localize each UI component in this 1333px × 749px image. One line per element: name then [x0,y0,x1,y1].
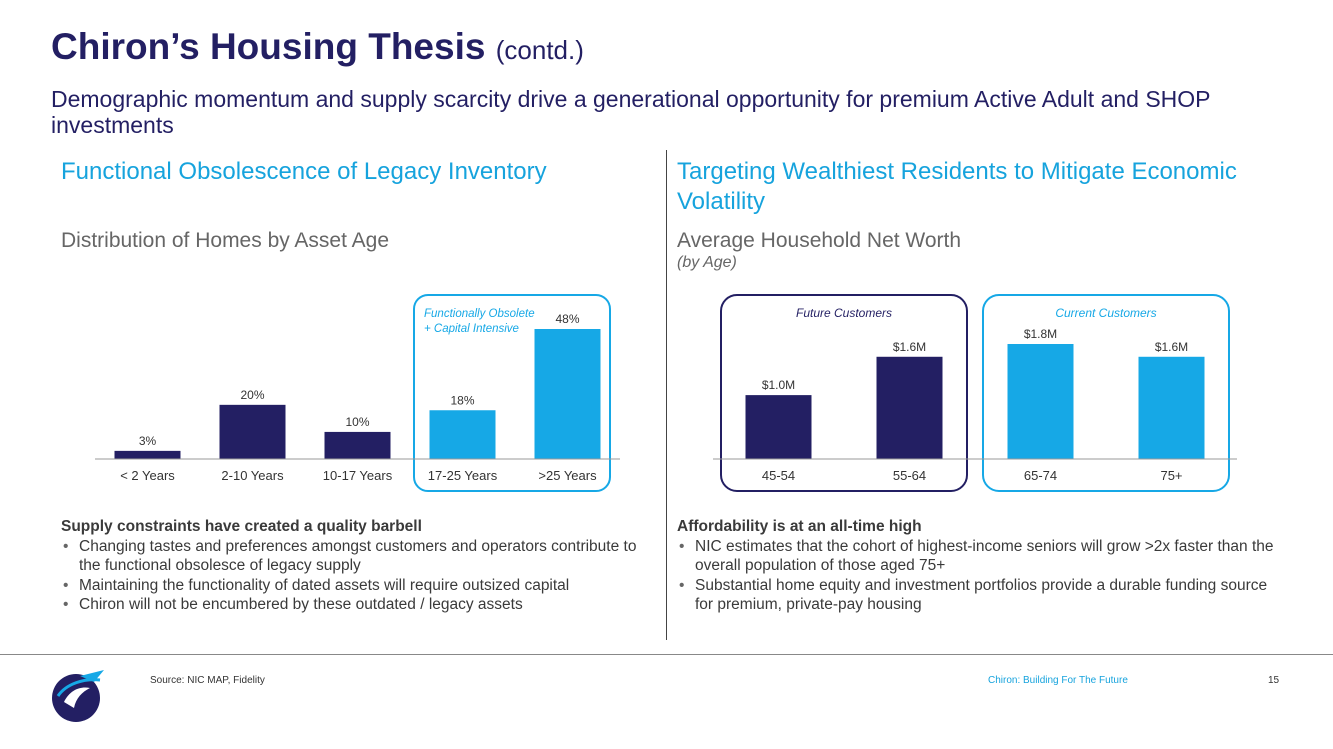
tick-label: < 2 Years [120,468,175,483]
bar [114,450,181,459]
list-item: Maintaining the functionality of dated a… [63,576,641,596]
footer-source: Source: NIC MAP, Fidelity [150,675,265,686]
bar [219,404,286,459]
group-label: Current Customers [1055,306,1156,320]
tick-label: 45-54 [762,468,795,483]
tick-label: 75+ [1160,468,1182,483]
bar [429,410,496,459]
tick-label: 2-10 Years [221,468,284,483]
tick-label: 55-64 [893,468,926,483]
right-bullets: Affordability is at an all-time high NIC… [677,517,1277,615]
title-suffix: (contd.) [495,35,584,65]
data-label: $1.8M [1024,327,1057,341]
right-chart-title: Average Household Net Worth [677,229,962,252]
highlight-box [413,294,611,492]
page-title: Chiron’s Housing Thesis (contd.) [51,26,584,68]
tick-label: 17-25 Years [428,468,498,483]
chiron-logo-icon [52,670,104,722]
bar [876,356,943,459]
bar [745,395,812,459]
group-label: Future Customers [796,306,892,320]
bar [534,329,601,459]
list-item: NIC estimates that the cohort of highest… [679,537,1277,576]
left-chart-title: Distribution of Homes by Asset Age [61,229,389,252]
highlight-label: + Capital Intensive [424,323,519,335]
list-item: Substantial home equity and investment p… [679,576,1277,615]
bar [1007,344,1074,459]
data-label: 48% [555,312,579,326]
title-text: Chiron’s Housing Thesis [51,26,486,67]
data-label: $1.6M [893,340,926,354]
data-label: $1.6M [1155,340,1188,354]
right-chart-subtitle: (by Age) [677,254,737,271]
left-bullets: Supply constraints have created a qualit… [61,517,641,615]
net-worth-chart: Future Customers Current Customers $1.0M 45… [713,294,1237,492]
right-section-title: Targeting Wealthiest Residents to Mitiga… [677,158,1237,215]
left-section-title: Functional Obsolescence of Legacy Invent… [61,158,547,185]
tick-label: >25 Years [538,468,597,483]
highlight-label: Functionally Obsolete [424,308,535,320]
list-item: Chiron will not be encumbered by these o… [63,595,641,615]
column-divider [666,150,667,640]
tick-label: 65-74 [1024,468,1057,483]
left-bullets-head: Supply constraints have created a qualit… [61,518,422,535]
tick-label: 10-17 Years [323,468,393,483]
group-box [982,294,1230,492]
bar [1138,356,1205,459]
bar [324,431,391,459]
list-item: Changing tastes and preferences amongst … [63,537,641,576]
data-label: 18% [450,393,474,407]
data-label: 20% [240,388,264,402]
page-number: 15 [1268,675,1280,686]
footer-tagline: Chiron: Building For The Future [988,675,1128,686]
data-label: $1.0M [762,378,795,392]
data-label: 3% [139,434,157,448]
page-subtitle: Demographic momentum and supply scarcity… [51,86,1211,138]
asset-age-chart: Functionally Obsolete + Capital Intensive… [95,294,620,492]
right-bullets-head: Affordability is at an all-time high [677,518,922,535]
footer-divider [0,654,1333,655]
data-label: 10% [345,415,369,429]
group-box [720,294,968,492]
